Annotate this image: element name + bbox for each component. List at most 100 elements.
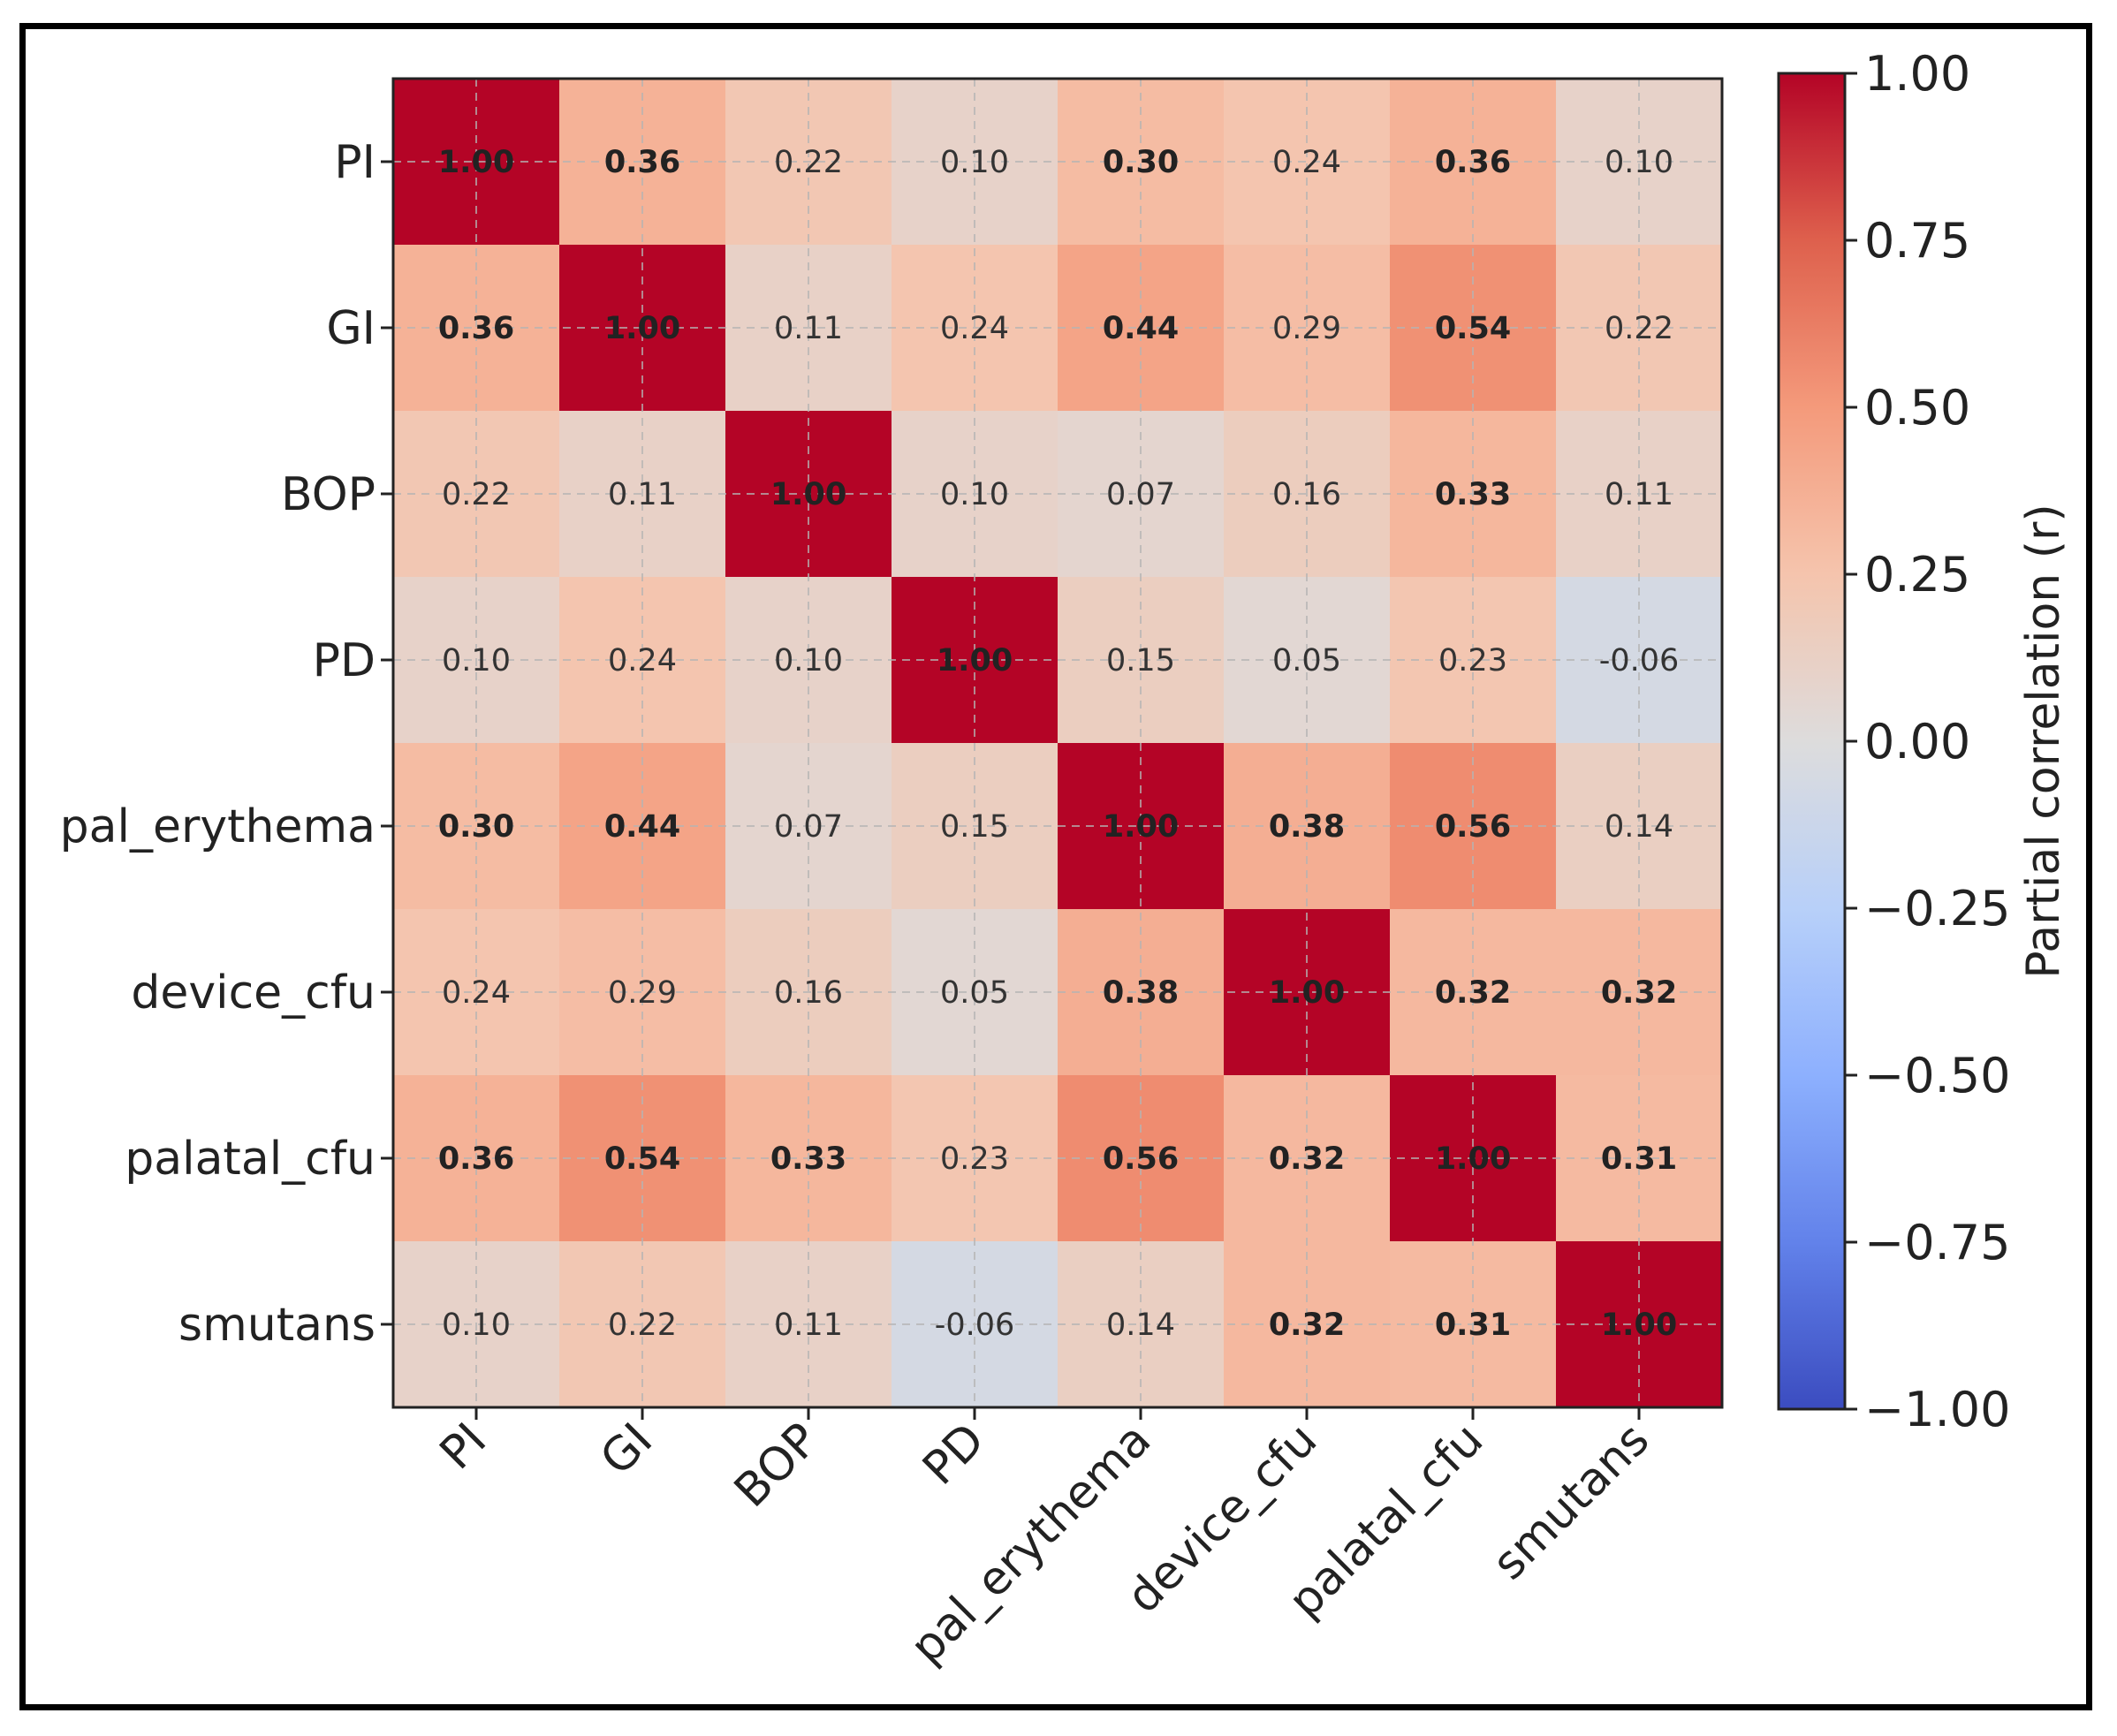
cell-value-label: 0.36: [1435, 145, 1511, 180]
cell-value-label: 0.10: [1605, 145, 1673, 180]
heatmap-cell-gi-gi: [559, 245, 726, 412]
y-tick-label-bop: BOP: [281, 468, 376, 521]
colorbar-tick-label: −0.50: [1864, 1048, 2010, 1103]
cell-value-label: 0.36: [604, 145, 680, 180]
cell-value-label: 0.16: [1272, 477, 1341, 512]
cell-value-label: 0.22: [608, 1308, 677, 1343]
cell-value-label: 1.00: [604, 311, 680, 346]
cell-value-label: 0.24: [442, 975, 511, 1011]
cell-value-label: 0.33: [1435, 477, 1511, 512]
cell-value-label: 0.24: [1272, 145, 1341, 180]
cell-value-label: 0.32: [1269, 1308, 1345, 1343]
cell-value-label: 0.29: [1272, 311, 1341, 346]
cell-value-label: 0.24: [940, 311, 1009, 346]
colorbar-tick-label: 0.75: [1864, 213, 1970, 269]
cell-value-label: -0.06: [1599, 643, 1680, 678]
cell-value-label: 0.32: [1435, 975, 1511, 1011]
cell-value-label: 0.22: [774, 145, 843, 180]
heatmap-cell-pi-pi: [393, 79, 560, 246]
cell-value-label: 0.22: [442, 477, 511, 512]
cell-value-label: 0.54: [1435, 311, 1511, 346]
cell-value-label: 0.44: [604, 809, 680, 845]
heatmap-cell-gi-pi: [393, 245, 560, 412]
cell-value-label: 0.14: [1605, 809, 1673, 845]
x-tick-label-pi: PI: [430, 1414, 497, 1480]
colorbar-tick-label: −0.25: [1864, 881, 2010, 936]
x-axis-ticks: PI GI BOP PDpal_erythemadevice_cfupalatal_c…: [430, 1407, 1659, 1674]
colorbar-title: Partial correlation (r): [2017, 504, 2070, 978]
cell-value-label: 0.31: [1435, 1308, 1511, 1343]
cell-value-label: 1.00: [438, 145, 514, 180]
cell-value-label: 1.00: [937, 643, 1013, 678]
colorbar-tick-label: 1.00: [1864, 46, 1970, 102]
cell-value-label: 1.00: [1601, 1308, 1677, 1343]
cell-value-label: 0.05: [1272, 643, 1341, 678]
cell-value-label: 0.11: [774, 311, 843, 346]
cell-value-label: 0.23: [940, 1141, 1009, 1177]
cell-value-label: 0.05: [940, 975, 1009, 1011]
cell-value-label: 0.33: [770, 1141, 846, 1177]
cell-value-label: 0.15: [1106, 643, 1175, 678]
cell-value-label: 0.36: [438, 1141, 514, 1177]
y-tick-label-pd: PD: [313, 634, 376, 687]
cell-value-label: 0.30: [438, 809, 514, 845]
x-tick-label-smutans: smutans: [1483, 1414, 1659, 1590]
colorbar-tick-label: 0.25: [1864, 547, 1970, 603]
cell-value-label: 0.10: [774, 643, 843, 678]
heatmap-cell-gi-device-cfu: [1224, 245, 1391, 412]
cell-value-label: 0.31: [1601, 1141, 1677, 1177]
cell-value-label: 0.11: [608, 477, 677, 512]
heatmap-cell-pal-erythema-device-cfu: [1224, 743, 1391, 910]
heatmap-axes-frame: [391, 77, 1724, 1409]
cell-value-label: 0.32: [1269, 1141, 1345, 1177]
cell-value-label: 0.54: [604, 1141, 680, 1177]
cell-value-label: 0.10: [442, 643, 511, 678]
colorbar-ramp: [1777, 72, 1847, 1411]
y-tick-label-pi: PI: [334, 136, 376, 189]
heatmap-cell-device-cfu-device-cfu: [1224, 909, 1391, 1076]
colorbar-tick-label: −1.00: [1864, 1382, 2010, 1437]
y-tick-label-palatal-cfu: palatal_cfu: [125, 1133, 376, 1186]
cell-value-label: 0.24: [608, 643, 677, 678]
colorbar: 1.00 0.75 0.50 0.25 0.00 −0.25 −0.50 −0.75 −1.00…: [1777, 46, 2070, 1437]
cell-value-label: 0.07: [1106, 477, 1175, 512]
cell-value-label: 0.11: [1605, 477, 1673, 512]
heatmap-cell-device-cfu-pal-erythema: [1058, 909, 1225, 1076]
cell-value-label: 0.16: [774, 975, 843, 1011]
y-axis-ticks: PI GI BOP PD pal_erythema device_cfu palatal_c…: [60, 136, 393, 1352]
heatmap-cell-pi-pal-erythema: [1058, 79, 1225, 246]
cell-value-label: 0.10: [940, 145, 1009, 180]
y-tick-label-smutans: smutans: [178, 1299, 376, 1352]
heatmap-gridlines: [393, 79, 1722, 1407]
colorbar-tick-label: 0.50: [1864, 380, 1970, 436]
cell-value-label: 0.30: [1103, 145, 1179, 180]
y-tick-label-device-cfu: device_cfu: [131, 967, 376, 1020]
cell-value-label: 0.56: [1103, 1141, 1179, 1177]
cell-value-label: 0.15: [940, 809, 1009, 845]
heatmap-cell-pal-erythema-pi: [393, 743, 560, 910]
heatmap-cell-device-cfu-gi: [559, 909, 726, 1076]
x-tick-label-pd: PD: [913, 1414, 995, 1496]
cell-value-label: 0.44: [1103, 311, 1179, 346]
cell-value-label: 1.00: [1103, 809, 1179, 845]
cell-value-label: -0.06: [935, 1308, 1015, 1343]
colorbar-tick-label: 0.00: [1864, 714, 1970, 769]
cell-value-label: 0.22: [1605, 311, 1673, 346]
heatmap-cells: [393, 79, 1723, 1408]
heatmap-cell-pi-gi: [559, 79, 726, 246]
cell-value-label: 0.29: [608, 975, 677, 1011]
cell-value-label: 0.14: [1106, 1308, 1175, 1343]
colorbar-tick-label: −0.75: [1864, 1215, 2010, 1270]
cell-value-label: 1.00: [1435, 1141, 1511, 1177]
cell-value-label: 1.00: [1269, 975, 1345, 1011]
heatmap-cell-gi-pal-erythema: [1058, 245, 1225, 412]
y-tick-label-gi: GI: [326, 302, 376, 355]
cell-value-label: 0.56: [1435, 809, 1511, 845]
heatmap-cell-pal-erythema-gi: [559, 743, 726, 910]
heatmap-cell-device-cfu-pi: [393, 909, 560, 1076]
heatmap-cell-pi-device-cfu: [1224, 79, 1391, 246]
cell-value-label: 1.00: [770, 477, 846, 512]
x-tick-label-gi: GI: [590, 1414, 663, 1486]
heatmap-cell-labels: 1.00 0.36 0.22 0.10 0.30 0.24 0.36 0.10 0.36 1.00…: [438, 145, 1679, 1343]
